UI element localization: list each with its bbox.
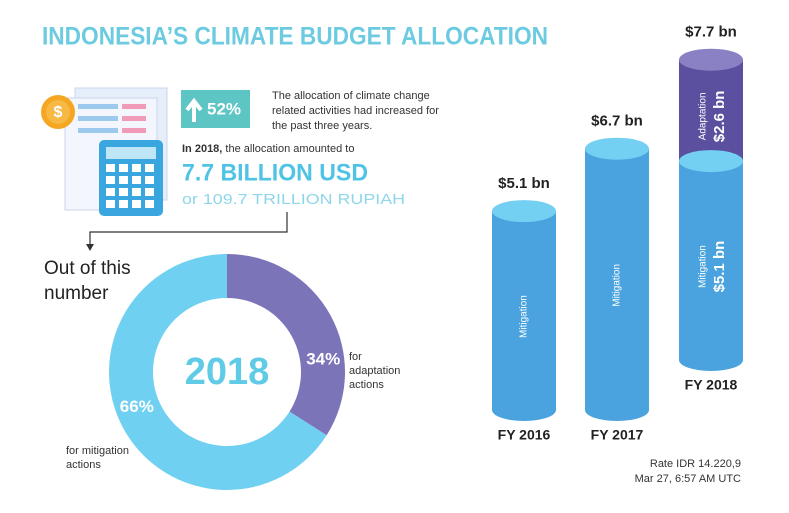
segment-value: $2.6 bn bbox=[711, 91, 728, 143]
amount-lead: In 2018, the allocation amounted to bbox=[182, 143, 354, 155]
segment-name: Adaptation bbox=[698, 92, 709, 140]
slice-label: 34% bbox=[306, 349, 340, 368]
segment-value: $5.1 bn bbox=[711, 241, 728, 293]
donut-title: Out of this number bbox=[44, 258, 131, 304]
amount-lead-text: the allocation amounted to bbox=[222, 143, 355, 155]
connector-arrow bbox=[86, 244, 94, 251]
amount-usd: 7.7 BILLION USD bbox=[182, 159, 368, 186]
total-label: $5.1 bn bbox=[498, 175, 550, 192]
x-tick-label: FY 2017 bbox=[591, 427, 644, 443]
bar bbox=[679, 59, 743, 162]
donut-slice bbox=[227, 254, 346, 436]
adaptation-desc: for adaptation actions bbox=[349, 351, 401, 391]
total-label: $6.7 bn bbox=[591, 113, 643, 130]
footer: Rate IDR 14.220,9 Mar 27, 6:57 AM UTC bbox=[635, 457, 741, 487]
up-arrow bbox=[185, 97, 203, 122]
growth-text: The allocation of climate change related… bbox=[272, 90, 439, 132]
donut-slice bbox=[109, 254, 327, 490]
timestamp: Mar 27, 6:57 AM UTC bbox=[634, 473, 741, 485]
title: INDONESIA’S CLIMATE BUDGET ALLOCATION bbox=[42, 23, 548, 51]
cylinder-top bbox=[679, 150, 743, 173]
total-label: $7.7 bn bbox=[685, 24, 737, 41]
illustration: $ bbox=[41, 87, 168, 216]
x-tick-label: FY 2018 bbox=[685, 377, 738, 393]
cylinder-top bbox=[585, 137, 649, 160]
cylinder-top bbox=[679, 48, 743, 71]
segment-name: Mitigation bbox=[612, 264, 623, 307]
segment-name: Mitigation bbox=[698, 245, 709, 288]
cylinder-top bbox=[492, 200, 556, 223]
mitigation-desc: for mitigation actions bbox=[66, 445, 129, 471]
bar bbox=[679, 161, 743, 360]
growth-value: 52% bbox=[207, 99, 241, 118]
year-lead: In 2018, bbox=[182, 143, 223, 155]
donut-center: 2018 bbox=[185, 351, 270, 393]
bar bbox=[585, 148, 649, 410]
amount-idr: or 109.7 TRILLION RUPIAH bbox=[182, 191, 405, 208]
svg-text:$: $ bbox=[54, 104, 63, 121]
rate: Rate IDR 14.220,9 bbox=[649, 458, 741, 470]
segment-name: Mitigation bbox=[519, 295, 530, 338]
bar bbox=[492, 211, 556, 410]
connector bbox=[89, 212, 288, 246]
slice-label: 66% bbox=[120, 397, 154, 416]
x-tick-label: FY 2016 bbox=[498, 427, 551, 443]
